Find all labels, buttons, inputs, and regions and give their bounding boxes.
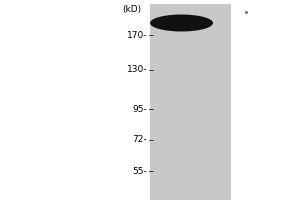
Bar bbox=[150, 55, 231, 58]
Bar bbox=[150, 138, 231, 141]
Bar bbox=[150, 126, 231, 129]
Bar bbox=[150, 102, 231, 104]
Bar bbox=[150, 33, 231, 36]
Ellipse shape bbox=[150, 15, 213, 31]
Text: 55-: 55- bbox=[132, 166, 147, 176]
Bar bbox=[150, 94, 231, 97]
Text: 170-: 170- bbox=[127, 30, 147, 40]
Text: (kD): (kD) bbox=[122, 5, 141, 14]
Bar bbox=[150, 146, 231, 149]
Text: 72-: 72- bbox=[132, 136, 147, 144]
Bar bbox=[150, 197, 231, 200]
Bar bbox=[150, 26, 231, 28]
Bar bbox=[150, 99, 231, 102]
Bar bbox=[150, 21, 231, 24]
Bar bbox=[150, 148, 231, 151]
Bar bbox=[150, 13, 231, 16]
Bar bbox=[150, 77, 231, 80]
Bar bbox=[150, 4, 231, 200]
Bar bbox=[150, 58, 231, 60]
Bar bbox=[150, 170, 231, 173]
Bar bbox=[150, 175, 231, 178]
Bar bbox=[150, 87, 231, 90]
Bar bbox=[150, 80, 231, 82]
Bar bbox=[150, 23, 231, 26]
Bar bbox=[150, 180, 231, 183]
Bar bbox=[150, 187, 231, 190]
Bar bbox=[150, 129, 231, 131]
Bar bbox=[150, 92, 231, 95]
Text: 130-: 130- bbox=[127, 66, 147, 74]
Bar bbox=[150, 160, 231, 163]
Bar bbox=[150, 192, 231, 195]
Bar bbox=[150, 50, 231, 53]
Bar bbox=[150, 153, 231, 156]
Bar bbox=[150, 121, 231, 124]
Bar bbox=[150, 53, 231, 55]
Bar bbox=[150, 111, 231, 114]
Bar bbox=[150, 143, 231, 146]
Bar bbox=[150, 178, 231, 180]
Bar bbox=[150, 119, 231, 122]
Bar bbox=[150, 31, 231, 33]
Bar bbox=[150, 35, 231, 38]
Bar bbox=[150, 18, 231, 21]
Bar bbox=[150, 6, 231, 9]
Bar bbox=[150, 131, 231, 134]
Bar bbox=[150, 114, 231, 117]
Bar bbox=[150, 163, 231, 166]
Bar bbox=[150, 182, 231, 185]
Bar bbox=[150, 151, 231, 153]
Bar bbox=[150, 82, 231, 85]
Text: 95-: 95- bbox=[132, 105, 147, 114]
Bar bbox=[150, 16, 231, 19]
Bar bbox=[150, 107, 231, 109]
Bar bbox=[150, 124, 231, 127]
Bar bbox=[150, 104, 231, 107]
Bar bbox=[150, 185, 231, 188]
Bar bbox=[150, 173, 231, 176]
Bar bbox=[150, 28, 231, 31]
Bar bbox=[150, 38, 231, 41]
Bar bbox=[150, 48, 231, 51]
Bar bbox=[150, 141, 231, 144]
Bar bbox=[150, 11, 231, 14]
Bar bbox=[150, 45, 231, 48]
Bar bbox=[150, 168, 231, 171]
Bar bbox=[150, 156, 231, 158]
Bar bbox=[150, 62, 231, 65]
Bar bbox=[150, 9, 231, 11]
Bar bbox=[150, 158, 231, 161]
Bar bbox=[150, 136, 231, 139]
Bar bbox=[150, 40, 231, 43]
Bar bbox=[150, 67, 231, 70]
Bar bbox=[150, 84, 231, 87]
Bar bbox=[150, 89, 231, 92]
Bar bbox=[150, 195, 231, 198]
Bar bbox=[150, 43, 231, 46]
Bar bbox=[150, 109, 231, 112]
Bar bbox=[150, 70, 231, 73]
Bar bbox=[150, 4, 231, 6]
Bar bbox=[150, 116, 231, 119]
Bar bbox=[150, 65, 231, 68]
Bar bbox=[150, 75, 231, 77]
Bar bbox=[150, 72, 231, 75]
Bar bbox=[150, 165, 231, 168]
Bar bbox=[150, 133, 231, 136]
Bar bbox=[150, 97, 231, 100]
Bar bbox=[150, 190, 231, 193]
Bar bbox=[150, 60, 231, 63]
